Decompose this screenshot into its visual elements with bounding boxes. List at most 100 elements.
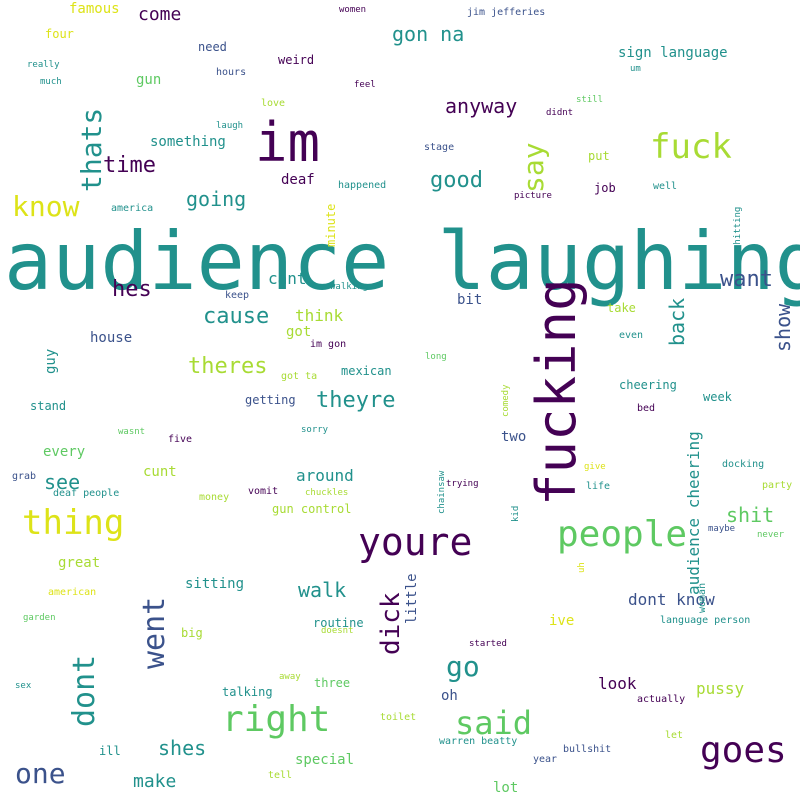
word-cloud-term: thats xyxy=(75,107,108,192)
word-cloud-term: stage xyxy=(424,142,455,153)
word-cloud-term: garden xyxy=(23,613,56,623)
word-cloud-term: something xyxy=(150,134,226,150)
word-cloud-term: life xyxy=(586,481,611,492)
word-cloud-term: laugh xyxy=(216,121,244,131)
word-cloud-term: ive xyxy=(549,613,575,629)
word-cloud-term: deaf people xyxy=(53,488,120,499)
word-cloud-term: said xyxy=(455,704,533,742)
word-cloud-term: jim jefferies xyxy=(467,7,546,18)
word-cloud-term: um xyxy=(630,64,641,74)
word-cloud-term: famous xyxy=(69,1,120,17)
word-cloud-term: every xyxy=(43,444,86,460)
word-cloud-term: well xyxy=(653,181,678,192)
word-cloud-term: started xyxy=(469,639,507,649)
word-cloud-term: much xyxy=(40,77,62,87)
word-cloud-term: fucking xyxy=(525,278,588,506)
word-cloud-term: youre xyxy=(358,520,473,564)
word-cloud-term: gon na xyxy=(392,22,465,46)
word-cloud-term: special xyxy=(295,752,355,768)
word-cloud-term: pussy xyxy=(696,679,745,698)
word-cloud-term: went xyxy=(137,596,172,669)
word-cloud-term: wasnt xyxy=(118,427,146,437)
word-cloud-term: bed xyxy=(637,403,656,414)
word-cloud-term: walk xyxy=(298,578,347,602)
word-cloud-term: let xyxy=(665,730,684,741)
word-cloud-term: guy xyxy=(43,348,59,374)
word-cloud-term: keep xyxy=(225,290,250,301)
word-cloud-term: uh xyxy=(577,562,587,573)
word-cloud-term: look xyxy=(598,674,637,693)
word-cloud-term: anyway xyxy=(445,94,518,118)
word-cloud-term: party xyxy=(762,480,793,491)
word-cloud-term: ill xyxy=(99,744,121,758)
word-cloud-term: oh xyxy=(441,688,458,704)
word-cloud-term: lot xyxy=(493,780,519,796)
word-cloud-term: cheering xyxy=(619,378,677,392)
word-cloud-term: back xyxy=(665,297,689,346)
word-cloud-term: dont know xyxy=(628,590,715,609)
word-cloud-term: take xyxy=(607,301,636,315)
word-cloud-term: away xyxy=(279,672,301,682)
word-cloud-term: still xyxy=(576,95,604,105)
word-cloud-term: women xyxy=(339,5,367,15)
word-cloud-term: love xyxy=(261,98,286,109)
word-cloud-term: audience laughing xyxy=(4,215,800,308)
word-cloud-term: warren beatty xyxy=(439,736,518,747)
word-cloud-term: routine xyxy=(313,616,364,630)
word-cloud-term: maybe xyxy=(708,524,736,534)
word-cloud-term: im gon xyxy=(310,339,347,350)
word-cloud-term: little xyxy=(404,573,420,624)
word-cloud-term: around xyxy=(296,466,354,485)
word-cloud-term: sign language xyxy=(618,45,728,61)
word-cloud-term: five xyxy=(168,434,193,445)
word-cloud-term: audience cheering xyxy=(684,431,703,595)
word-cloud-term: house xyxy=(90,330,133,346)
word-cloud-term: three xyxy=(314,676,351,690)
word-cloud-term: picture xyxy=(514,191,552,201)
word-cloud-term: thing xyxy=(22,503,125,543)
word-cloud-term: say xyxy=(517,142,550,193)
word-cloud-term: week xyxy=(703,390,732,404)
word-cloud-term: didnt xyxy=(546,108,574,118)
word-cloud-term: chainsaw xyxy=(437,470,447,514)
word-cloud-term: job xyxy=(594,181,616,195)
word-cloud-term: dick xyxy=(376,592,406,655)
word-cloud-term: gun control xyxy=(272,502,352,516)
word-cloud-term: getting xyxy=(245,393,296,407)
word-cloud-term: great xyxy=(58,555,101,571)
word-cloud-term: woman xyxy=(697,582,708,613)
word-cloud-term: weird xyxy=(278,53,315,67)
word-cloud-term: got ta xyxy=(281,371,318,382)
word-cloud-term: grab xyxy=(12,471,37,482)
word-cloud-term: good xyxy=(430,168,483,193)
word-cloud-term: know xyxy=(12,190,80,223)
word-cloud-term: give xyxy=(584,462,606,472)
word-cloud-term: im xyxy=(255,111,321,174)
word-cloud-term: long xyxy=(425,352,447,362)
word-cloud-term: even xyxy=(619,330,644,341)
word-cloud-term: chuckles xyxy=(305,488,349,498)
word-cloud-term: american xyxy=(48,587,97,598)
word-cloud-term: feel xyxy=(354,80,376,90)
word-cloud-term: shitting xyxy=(733,206,743,250)
word-cloud-term: fuck xyxy=(650,127,732,167)
word-cloud-term: theyre xyxy=(316,388,396,413)
word-cloud-term: sex xyxy=(15,681,32,691)
word-cloud-term: talking xyxy=(222,685,273,699)
word-cloud-term: go xyxy=(446,650,480,683)
word-cloud-term: bullshit xyxy=(563,744,612,755)
word-cloud-term: minute xyxy=(324,203,338,247)
word-cloud-term: bit xyxy=(457,292,483,308)
word-cloud-term: stand xyxy=(30,399,67,413)
word-cloud-term: trying xyxy=(446,479,479,489)
word-cloud-term: year xyxy=(533,754,558,765)
word-cloud-term: come xyxy=(138,4,182,25)
word-cloud-term: tell xyxy=(268,770,293,781)
word-cloud-term: actually xyxy=(637,694,686,705)
word-cloud-term: think xyxy=(295,306,344,325)
word-cloud-term: cause xyxy=(203,304,270,329)
word-cloud-term: america xyxy=(111,203,154,214)
word-cloud-term: four xyxy=(45,27,74,41)
word-cloud-term: goes xyxy=(700,730,787,771)
word-cloud-term: shes xyxy=(158,736,207,760)
